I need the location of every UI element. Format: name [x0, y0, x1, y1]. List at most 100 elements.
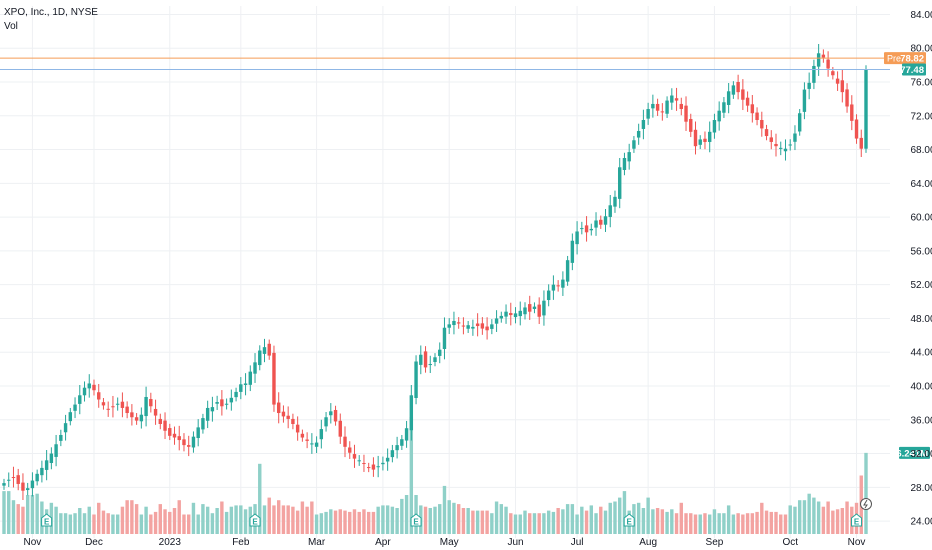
time-axis[interactable]: Nov Dec 2023 Feb Mar Apr May Jun Jul Aug Sep Oct Nov [24, 537, 866, 548]
earnings-marker[interactable]: E [410, 513, 422, 527]
volume-bar [291, 506, 295, 534]
volume-bar [73, 513, 77, 534]
volume-bar [551, 511, 556, 534]
volume-bar [816, 501, 821, 534]
volume-bar [314, 514, 319, 534]
volume-bar [305, 506, 309, 534]
candle-body [452, 320, 456, 326]
volume-bar [177, 500, 181, 534]
volume-bar [149, 514, 153, 534]
volume-bar [679, 502, 683, 534]
volume-bar [731, 514, 736, 534]
earnings-marker[interactable]: E [851, 513, 863, 527]
candle-body [371, 464, 376, 470]
candle-body [205, 407, 210, 421]
candle-body [343, 436, 347, 447]
x-tick-label: Dec [85, 537, 103, 548]
volume-bar [35, 493, 39, 534]
volume-legend-label[interactable]: Vol [4, 21, 18, 32]
candle-body [570, 240, 575, 263]
candle-body [831, 71, 835, 76]
x-tick-label: Nov [848, 537, 866, 548]
candle-body [575, 231, 579, 245]
volume-bar [300, 501, 305, 534]
candle-body [338, 420, 342, 437]
volume-bar [793, 506, 797, 534]
candle-body [580, 228, 584, 230]
volume-bar [215, 508, 219, 534]
volume-bar [111, 514, 115, 534]
candle-body [362, 463, 366, 465]
candle-body [59, 434, 63, 441]
volume-bar [423, 506, 428, 534]
candle-body [584, 225, 589, 233]
x-tick-label: Nov [24, 537, 42, 548]
volume-bar [835, 509, 840, 534]
volume-bar [693, 514, 698, 534]
y-tick-label: 36.00 [910, 415, 932, 426]
candle-body [253, 362, 257, 374]
volume-bar [456, 504, 461, 534]
volume-bar [7, 491, 11, 534]
x-tick-label: Oct [782, 537, 798, 548]
volume-bar [570, 504, 575, 534]
candle-body [599, 219, 603, 225]
candle-body [850, 104, 854, 121]
volume-bar [168, 511, 172, 534]
volume-bar [187, 514, 191, 534]
candle-body [821, 54, 826, 58]
earnings-marker[interactable]: E [249, 513, 261, 527]
volume-bar [779, 514, 783, 534]
volume-bar [234, 505, 238, 534]
candle-body [542, 300, 546, 316]
y-tick-label: 84.00 [910, 10, 932, 21]
candle-body [646, 109, 650, 119]
earnings-marker[interactable]: E [623, 513, 635, 527]
candle-body [158, 418, 163, 424]
volume-bar [821, 506, 826, 534]
volume-bar [329, 509, 333, 534]
symbol-title[interactable]: XPO, Inc., 1D, NYSE [4, 7, 98, 18]
candle-body [589, 228, 594, 231]
candle-body [447, 324, 451, 328]
candle-body [258, 350, 262, 366]
volume-bar [584, 510, 589, 534]
candle-body [310, 443, 314, 445]
volume-bar [395, 508, 399, 534]
volume-bar [357, 511, 361, 534]
candle-body [295, 424, 300, 433]
y-tick-label: 24.00 [910, 517, 932, 528]
candle-body [556, 285, 560, 287]
price-axis[interactable]: 84.00 80.00 76.00 72.00 68.00 64.00 60.00 56.00… [910, 10, 932, 528]
candle-body [816, 53, 821, 67]
candle-body [281, 411, 286, 417]
chart-grid [0, 6, 890, 538]
volume-label-box [899, 446, 930, 459]
volume-bar [390, 506, 395, 534]
earnings-marker-label: E [413, 518, 419, 527]
volume-label-value: 6.241M [896, 448, 928, 459]
volume-bar [513, 514, 518, 534]
volume-bar [665, 511, 669, 534]
volume-bar [783, 514, 788, 534]
volume-bar [153, 511, 158, 534]
candle-body [73, 404, 77, 411]
candle-body [802, 89, 807, 112]
candle-body [726, 91, 731, 105]
candle-body [276, 402, 281, 414]
y-tick-label: 32.00 [910, 449, 932, 460]
candle-body [305, 439, 309, 441]
candle-body [234, 391, 238, 398]
earnings-marker[interactable]: E [41, 513, 53, 527]
candle-body [670, 95, 674, 103]
volume-bar [281, 505, 286, 534]
y-tick-label: 80.00 [910, 44, 932, 55]
earnings-badge-icon [41, 513, 53, 527]
event-marker[interactable] [860, 498, 872, 510]
y-tick-label: 56.00 [910, 246, 932, 257]
price-label-value: 77.48 [900, 65, 924, 76]
price-label-name: Pre [887, 54, 901, 64]
candle-body [613, 196, 617, 207]
candle-body [120, 401, 125, 408]
